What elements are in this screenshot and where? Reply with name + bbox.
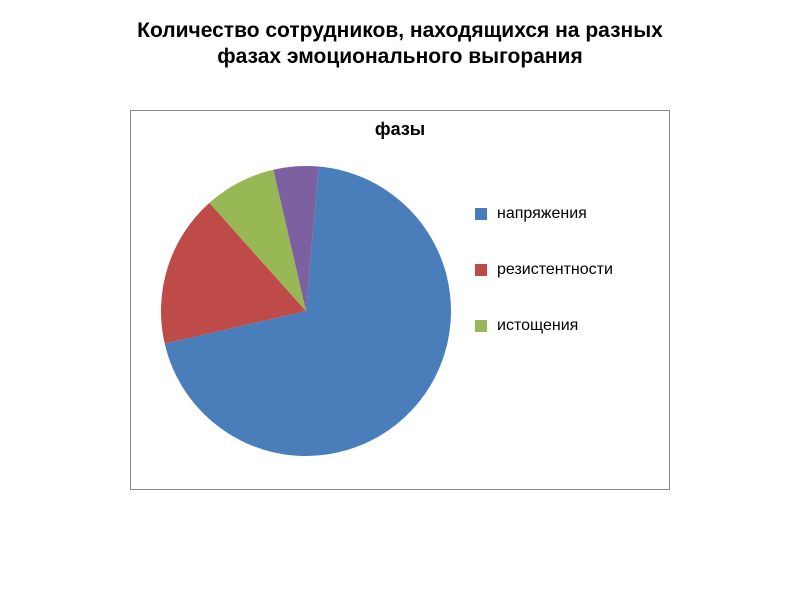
legend: напряжения резистентности истощения: [475, 206, 655, 374]
legend-swatch: [475, 320, 487, 332]
pie-svg: [161, 166, 451, 456]
legend-swatch: [475, 264, 487, 276]
legend-label: истощения: [497, 318, 578, 334]
page-title: Количество сотрудников, находящихся на р…: [0, 18, 800, 71]
legend-item: напряжения: [475, 206, 655, 222]
chart-title: фазы: [131, 119, 669, 140]
page-title-line2: фазах эмоционального выгорания: [217, 45, 582, 68]
legend-label: напряжения: [497, 206, 587, 222]
page-title-line1: Количество сотрудников, находящихся на р…: [137, 19, 663, 42]
legend-item: истощения: [475, 318, 655, 334]
pie-chart: [161, 166, 451, 456]
chart-container: фазы напряжения резистентности истощения: [130, 110, 670, 490]
legend-swatch: [475, 208, 487, 220]
legend-item: резистентности: [475, 262, 655, 278]
legend-label: резистентности: [497, 262, 613, 278]
